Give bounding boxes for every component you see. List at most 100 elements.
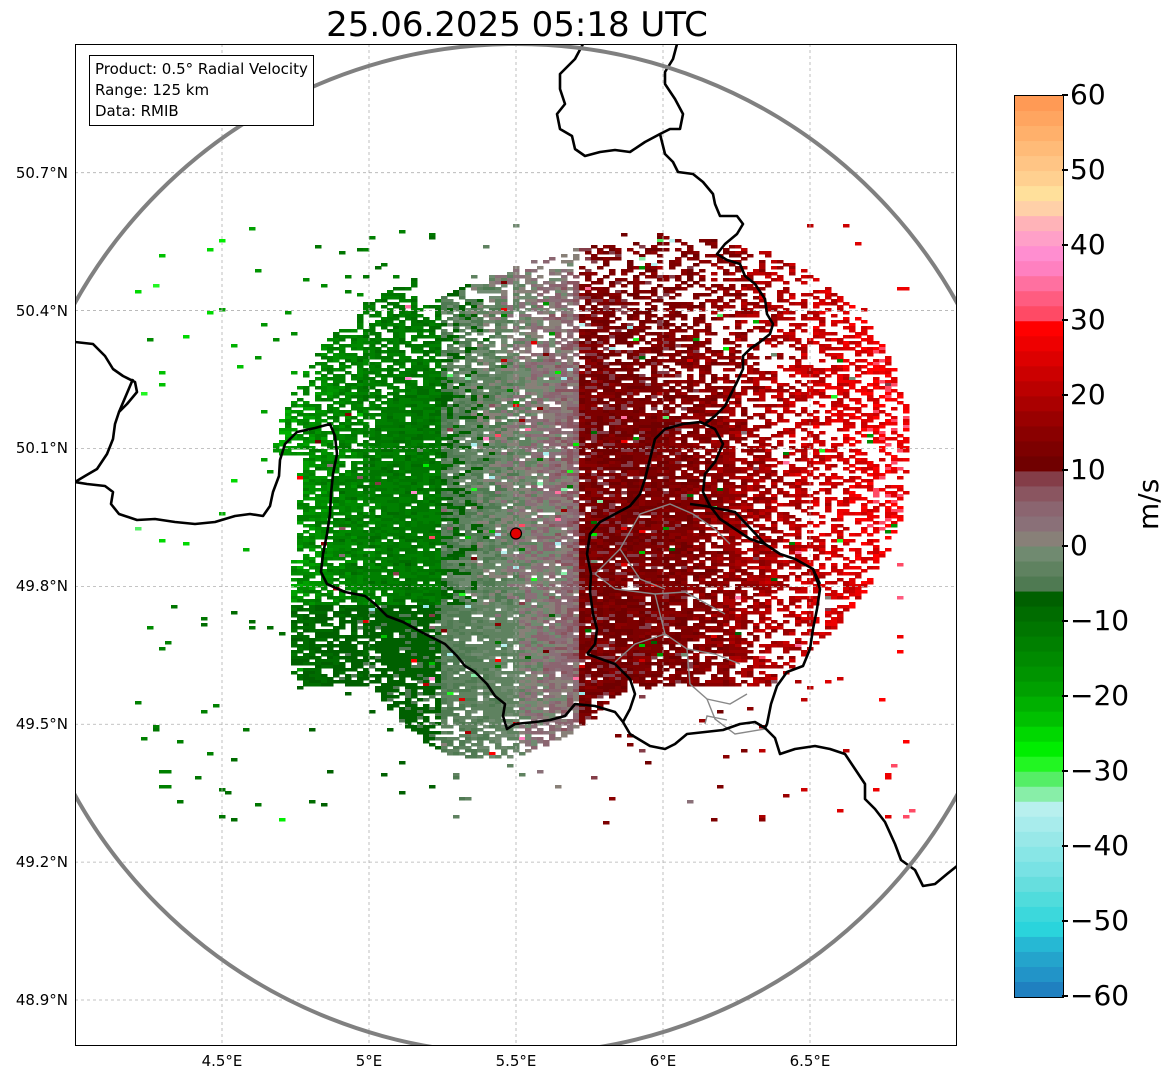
colorbar-bin — [1015, 411, 1063, 427]
colorbar-tick-label: −40 — [1070, 828, 1130, 862]
radar-map-canvas[interactable] — [75, 44, 957, 1046]
colorbar-tick-mark — [1062, 694, 1068, 697]
colorbar-bin — [1015, 111, 1063, 127]
colorbar-bin — [1015, 906, 1063, 923]
colorbar-bin — [1015, 321, 1063, 337]
info-data-source: Data: RMIB — [95, 102, 179, 120]
colorbar-tick-mark — [1062, 244, 1068, 247]
colorbar-tick-label: 60 — [1070, 78, 1106, 111]
colorbar-bin — [1015, 336, 1063, 352]
colorbar-tick-mark — [1062, 169, 1068, 172]
colorbar-bin — [1015, 651, 1063, 668]
colorbar-bin — [1015, 966, 1063, 983]
colorbar-bin — [1015, 261, 1063, 277]
colorbar-bin — [1015, 921, 1063, 938]
map-title: 25.06.2025 05:18 UTC — [326, 5, 708, 45]
lat-tick-label: 50.1°N — [15, 439, 68, 458]
colorbar-bin — [1015, 171, 1063, 187]
lon-tick-label: 6.5°E — [789, 1052, 831, 1070]
colorbar — [1014, 95, 1064, 998]
colorbar-bin — [1015, 711, 1063, 728]
colorbar-bin — [1015, 201, 1063, 217]
colorbar-bin — [1015, 246, 1063, 262]
colorbar-bin — [1015, 186, 1063, 202]
colorbar-bin — [1015, 516, 1063, 533]
colorbar-bin — [1015, 351, 1063, 367]
colorbar-bin — [1015, 396, 1063, 412]
colorbar-bin — [1015, 216, 1063, 232]
colorbar-tick-mark — [1062, 319, 1068, 322]
colorbar-bin — [1015, 621, 1063, 638]
colorbar-bin — [1015, 741, 1063, 758]
colorbar-bin — [1015, 456, 1063, 473]
colorbar-tick-label: 30 — [1070, 303, 1106, 337]
colorbar-tick-mark — [1062, 619, 1068, 622]
colorbar-bin — [1015, 96, 1063, 112]
colorbar-bin — [1015, 576, 1063, 593]
colorbar-tick-mark — [1062, 544, 1068, 547]
colorbar-bin — [1015, 531, 1063, 548]
lat-tick-label: 49.2°N — [15, 853, 68, 872]
colorbar-bin — [1015, 771, 1063, 788]
colorbar-bin — [1015, 381, 1063, 397]
colorbar-bin — [1015, 471, 1063, 488]
colorbar-bin — [1015, 276, 1063, 292]
colorbar-bin — [1015, 681, 1063, 698]
colorbar-bin — [1015, 936, 1063, 953]
colorbar-bin — [1015, 846, 1063, 863]
colorbar-bin — [1015, 441, 1063, 457]
colorbar-tick-mark — [1062, 769, 1068, 772]
colorbar-bin — [1015, 306, 1063, 322]
lat-tick-label: 50.4°N — [15, 301, 68, 320]
colorbar-bin — [1015, 981, 1063, 997]
colorbar-bin — [1015, 426, 1063, 442]
info-range: Range: 125 km — [95, 81, 210, 99]
colorbar-bin — [1015, 231, 1063, 247]
colorbar-tick-label: −30 — [1070, 753, 1130, 787]
colorbar-unit-label: m/s — [1132, 478, 1165, 530]
colorbar-gradient — [1015, 96, 1063, 997]
lat-tick-label: 49.5°N — [15, 715, 68, 734]
colorbar-tick-label: −50 — [1070, 903, 1130, 937]
colorbar-bin — [1015, 876, 1063, 893]
colorbar-bin — [1015, 696, 1063, 713]
colorbar-bin — [1015, 156, 1063, 172]
colorbar-bin — [1015, 126, 1063, 142]
colorbar-tick-label: −20 — [1070, 678, 1130, 712]
inner-admin-borders — [594, 503, 766, 735]
colorbar-tick-label: −60 — [1070, 979, 1130, 1012]
lon-tick-label: 6°E — [649, 1052, 677, 1070]
colorbar-bin — [1015, 801, 1063, 818]
colorbar-bin — [1015, 546, 1063, 563]
map-frame-border — [75, 44, 957, 1046]
colorbar-tick-mark — [1062, 919, 1068, 922]
lon-tick-label: 5°E — [355, 1052, 383, 1070]
colorbar-bin — [1015, 831, 1063, 848]
lat-tick-label: 49.8°N — [15, 577, 68, 596]
colorbar-bin — [1015, 501, 1063, 518]
colorbar-bin — [1015, 816, 1063, 833]
colorbar-tick-mark — [1062, 469, 1068, 472]
colorbar-tick-label: 10 — [1070, 453, 1106, 487]
colorbar-bin — [1015, 951, 1063, 968]
colorbar-bin — [1015, 606, 1063, 623]
colorbar-bin — [1015, 636, 1063, 653]
colorbar-bin — [1015, 666, 1063, 683]
colorbar-bin — [1015, 561, 1063, 578]
graticule — [75, 44, 957, 1046]
radar-map[interactable] — [75, 44, 957, 1046]
colorbar-tick-mark — [1062, 94, 1068, 96]
colorbar-bin — [1015, 786, 1063, 803]
colorbar-bin — [1015, 366, 1063, 382]
colorbar-tick-mark — [1062, 995, 1068, 997]
colorbar-bin — [1015, 141, 1063, 157]
colorbar-tick-mark — [1062, 394, 1068, 397]
colorbar-bin — [1015, 726, 1063, 743]
colorbar-bin — [1015, 591, 1063, 608]
colorbar-tick-label: 40 — [1070, 228, 1106, 262]
colorbar-bin — [1015, 291, 1063, 307]
radar-site-marker[interactable] — [509, 527, 523, 540]
colorbar-tick-label: −10 — [1070, 603, 1130, 637]
colorbar-tick-label: 20 — [1070, 378, 1106, 412]
colorbar-bin — [1015, 486, 1063, 503]
